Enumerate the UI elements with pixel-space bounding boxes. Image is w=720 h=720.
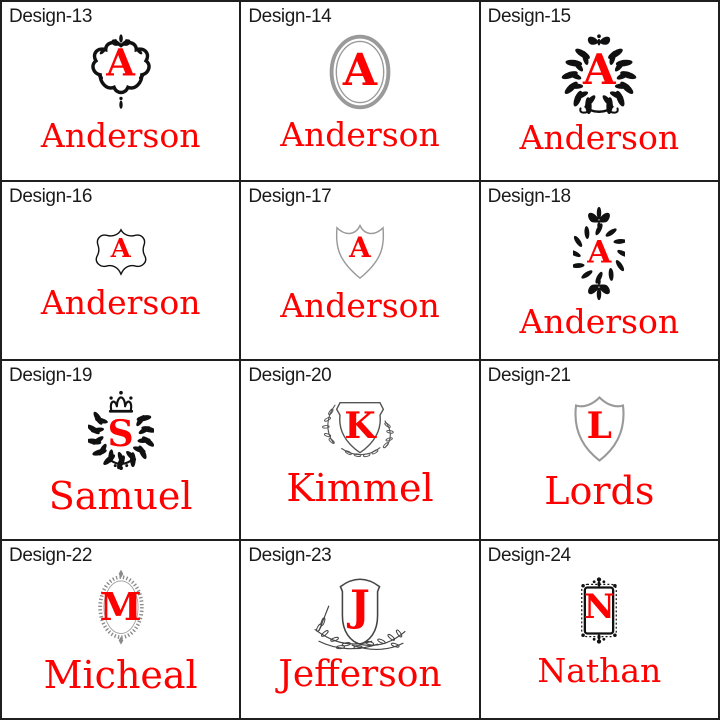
design-label: Design-19 — [9, 365, 93, 386]
design-label: Design-17 — [248, 185, 332, 207]
monogram-letter: A — [110, 233, 131, 264]
beaded-oval-icon: M — [96, 568, 146, 648]
monogram-letter: S — [107, 413, 134, 456]
design-cell-19[interactable]: Design-19 — [2, 361, 240, 539]
design-cell-22[interactable]: Design-22 M Micheal — [2, 540, 240, 718]
family-name: Anderson — [280, 115, 440, 155]
design-cell-21[interactable]: Design-21 L Lords — [480, 361, 718, 539]
family-name: Jefferson — [278, 654, 442, 696]
design-label: Design-20 — [248, 365, 332, 386]
design-cell-17[interactable]: Design-17 A Anderson — [241, 181, 479, 359]
ornate-frame-icon: N — [576, 575, 622, 646]
family-name: Anderson — [519, 118, 680, 158]
design-label: Design-13 — [9, 6, 93, 27]
design-label: Design-14 — [248, 6, 332, 27]
family-name: Micheal — [43, 653, 198, 698]
design-cell-24[interactable]: Design-24 N Nathan — [480, 540, 718, 718]
pointed-shield-icon: L — [572, 394, 627, 464]
monogram-letter: A — [587, 234, 612, 271]
design-label: Design-18 — [487, 185, 571, 207]
design-cell-15[interactable]: Design-15 — [480, 2, 718, 180]
monogram-letter: L — [586, 404, 612, 447]
botanical-crest-icon: K — [320, 396, 400, 461]
monogram-letter: A — [583, 44, 616, 94]
design-cell-13[interactable]: Design-13 — [2, 2, 240, 180]
monogram-letter: N — [583, 587, 615, 628]
family-name: Samuel — [48, 473, 193, 518]
damask-crest-icon: A — [89, 33, 153, 111]
family-name: Anderson — [519, 302, 680, 342]
family-name: Lords — [544, 468, 655, 513]
crown-wreath-icon: S — [87, 389, 154, 473]
branch-crest-icon: J — [309, 569, 411, 653]
monogram-letter: A — [342, 44, 378, 96]
design-label: Design-16 — [9, 185, 93, 207]
ornate-badge-outline-icon: A — [93, 226, 149, 278]
design-cell-20[interactable]: Design-20 — [241, 361, 479, 539]
design-label: Design-22 — [9, 544, 93, 566]
design-label: Design-23 — [248, 544, 332, 566]
laurel-wreath-icon: A — [557, 31, 641, 117]
family-name: Anderson — [280, 286, 440, 326]
design-cell-23[interactable]: Design-23 — [241, 540, 479, 718]
scalloped-shield-icon: A — [334, 222, 386, 281]
design-cell-14[interactable]: Design-14 A Anderson — [241, 2, 479, 180]
design-label: Design-24 — [487, 544, 571, 566]
design-label: Design-21 — [487, 365, 571, 386]
monogram-letter: J — [350, 581, 370, 631]
design-cell-18[interactable]: Design-18 — [480, 181, 718, 359]
design-label: Design-15 — [487, 6, 571, 27]
double-oval-frame-icon: A — [329, 34, 391, 110]
monogram-letter: A — [349, 231, 371, 265]
monogram-letter: A — [106, 40, 136, 85]
family-name: Anderson — [40, 116, 201, 156]
monogram-letter: K — [344, 405, 376, 448]
fleur-wreath-icon: A — [573, 206, 626, 301]
family-name: Anderson — [40, 282, 201, 322]
family-name: Nathan — [537, 651, 662, 691]
monogram-letter: M — [99, 583, 142, 629]
design-cell-16[interactable]: Design-16 A Anderson — [2, 181, 240, 359]
family-name: Kimmel — [286, 466, 434, 511]
